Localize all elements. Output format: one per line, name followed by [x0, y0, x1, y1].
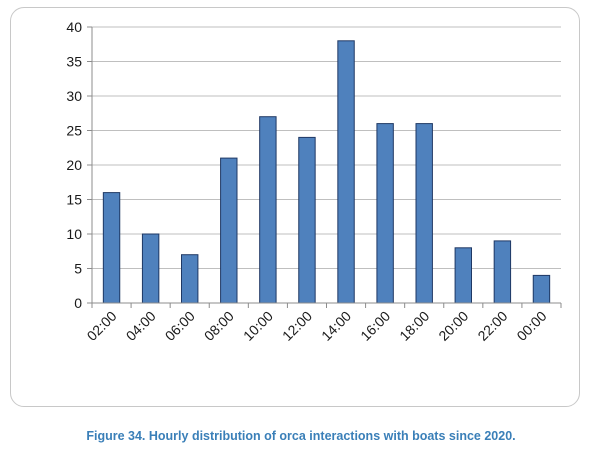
bar-02:00 [102, 192, 121, 304]
bar-04:00 [141, 233, 160, 304]
y-tick-label: 10 [66, 226, 82, 242]
x-tick-label: 20:00 [435, 308, 471, 344]
bar-10:00 [259, 116, 277, 304]
x-tick-label: 02:00 [84, 308, 120, 344]
x-tick-label: 16:00 [357, 308, 393, 344]
bar-08:00 [220, 157, 238, 304]
y-tick-label: 35 [66, 54, 82, 70]
x-tick-label: 14:00 [318, 308, 354, 344]
bar-22:00 [493, 240, 512, 304]
y-tick-label: 40 [66, 19, 82, 35]
gridlines [92, 26, 561, 269]
x-tick-label: 10:00 [240, 308, 276, 344]
y-tick-label: 20 [66, 157, 82, 173]
y-tick-label: 5 [74, 261, 82, 277]
x-axis-ticks: 02:00 04:00 06:00 08:00 10:00 12:00 14:00 16:00… [84, 308, 550, 344]
y-tick-label: 15 [66, 192, 82, 208]
bar-18:00 [415, 123, 433, 304]
y-tick-label: 30 [66, 88, 82, 104]
x-tick-label: 00:00 [513, 308, 549, 344]
x-tick-label: 12:00 [279, 308, 315, 344]
y-tick-label: 25 [66, 123, 82, 139]
x-tick-label: 18:00 [396, 308, 432, 344]
x-tick-label: 04:00 [123, 308, 159, 344]
figure-caption: Figure 34. Hourly distribution of orca i… [86, 429, 516, 443]
bars [102, 40, 551, 304]
bar-12:00 [298, 136, 316, 304]
bar-06:00 [181, 254, 199, 304]
axes [87, 26, 562, 308]
bar-20:00 [454, 247, 472, 304]
bar-14:00 [337, 40, 355, 304]
x-tick-label: 08:00 [201, 308, 237, 344]
x-tick-label: 22:00 [474, 308, 510, 344]
x-tick-label: 06:00 [162, 308, 198, 344]
bar-00:00 [532, 274, 551, 304]
bar-16:00 [376, 123, 394, 304]
y-axis-ticks: 0 5 10 15 20 25 30 35 40 [66, 19, 82, 311]
y-tick-label: 0 [74, 295, 82, 311]
